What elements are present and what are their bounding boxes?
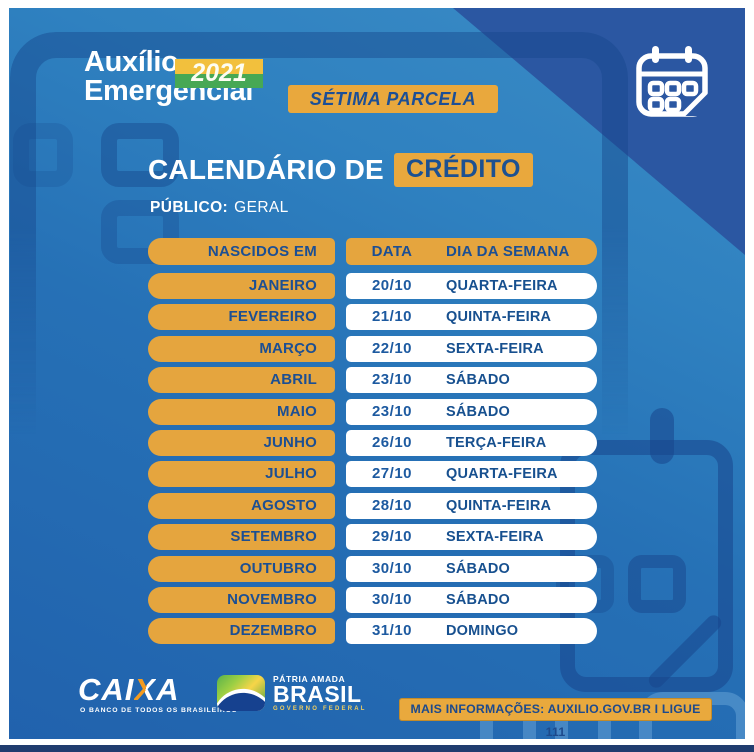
year-badge: 2021 xyxy=(175,59,263,88)
month-cell: JANEIRO xyxy=(148,273,335,299)
gov-line1: PÁTRIA AMADA xyxy=(273,674,346,684)
date-value: 28/10 xyxy=(371,496,413,514)
date-value: 21/10 xyxy=(371,308,413,326)
weekday-value: DOMINGO xyxy=(446,623,519,640)
page-title: CALENDÁRIO DE CRÉDITO xyxy=(148,153,533,187)
table-row: NOVEMBRO 30/10 SÁBADO xyxy=(148,586,597,613)
month-cell: MARÇO xyxy=(148,335,335,362)
month-cell: OUTUBRO xyxy=(148,555,335,582)
calendar-icon xyxy=(636,46,708,117)
header-data: DATA xyxy=(371,243,413,260)
table-row: JULHO 27/10 QUARTA-FEIRA xyxy=(148,461,597,488)
date-value: 30/10 xyxy=(371,559,413,577)
gov-line2: BRASIL xyxy=(273,681,362,707)
credit-calendar-table: NASCIDOS EM DATA DIA DA SEMANA JANEIRO 2… xyxy=(148,238,597,650)
month-cell: JUNHO xyxy=(148,429,335,456)
table-row: AGOSTO 28/10 QUINTA-FEIRA xyxy=(148,492,597,519)
caixa-tagline: O BANCO DE TODOS OS BRASILEIROS xyxy=(80,707,238,714)
parcel-badge: SÉTIMA PARCELA xyxy=(288,85,498,113)
brasil-flag-icon xyxy=(217,675,265,711)
month-cell: FEVEREIRO xyxy=(148,304,335,331)
date-value: 26/10 xyxy=(371,433,413,451)
table-rows: JANEIRO 20/10 QUARTA-FEIRA FEVEREIRO 21/… xyxy=(148,273,597,645)
header-data-dia: DATA DIA DA SEMANA xyxy=(346,238,597,265)
calendar-square-decoration xyxy=(101,123,179,187)
table-row: SETEMBRO 29/10 SEXTA-FEIRA xyxy=(148,524,597,551)
date-value: 29/10 xyxy=(371,528,413,546)
caixa-part1: CAI xyxy=(78,672,135,707)
month-cell: NOVEMBRO xyxy=(148,586,335,613)
title-highlight: CRÉDITO xyxy=(393,153,533,187)
more-info-bar: MAIS INFORMAÇÕES: AUXILIO.GOV.BR I LIGUE… xyxy=(399,698,712,739)
date-weekday-cell: 22/10 SEXTA-FEIRA xyxy=(346,335,597,362)
calendar-square-decoration xyxy=(13,123,73,187)
date-weekday-cell: 30/10 SÁBADO xyxy=(346,586,597,613)
weekday-value: SÁBADO xyxy=(446,403,511,420)
title-prefix: CALENDÁRIO DE xyxy=(148,154,384,185)
audience-label: PÚBLICO: xyxy=(150,199,229,216)
date-weekday-cell: 28/10 QUINTA-FEIRA xyxy=(346,492,597,519)
gov-line3: GOVERNO FEDERAL xyxy=(273,706,367,712)
date-weekday-cell: 23/10 SÁBADO xyxy=(346,398,597,425)
month-cell: DEZEMBRO xyxy=(148,618,335,645)
calendar-square-decoration xyxy=(628,555,686,613)
table-row: MAIO 23/10 SÁBADO xyxy=(148,398,597,425)
date-weekday-cell: 31/10 DOMINGO xyxy=(346,618,597,645)
audience-value: GERAL xyxy=(234,199,289,216)
calendar-hanger-decoration xyxy=(650,408,674,464)
date-value: 31/10 xyxy=(371,622,413,640)
month-cell: JULHO xyxy=(148,461,335,488)
weekday-value: SÁBADO xyxy=(446,560,511,577)
brand-line1: Auxílio xyxy=(84,46,179,78)
weekday-value: QUARTA-FEIRA xyxy=(446,466,558,483)
date-value: 20/10 xyxy=(371,277,413,294)
table-row: JANEIRO 20/10 QUARTA-FEIRA xyxy=(148,273,597,299)
gov-text-block: PÁTRIA AMADA BRASIL GOVERNO FEDERAL xyxy=(273,674,367,712)
date-weekday-cell: 21/10 QUINTA-FEIRA xyxy=(346,304,597,331)
caixa-wordmark: CAIXA xyxy=(78,674,237,705)
table-row: OUTUBRO 30/10 SÁBADO xyxy=(148,555,597,582)
date-value: 23/10 xyxy=(371,402,413,420)
weekday-value: SEXTA-FEIRA xyxy=(446,529,544,546)
month-cell: AGOSTO xyxy=(148,492,335,519)
weekday-value: SÁBADO xyxy=(446,591,511,608)
table-row: DEZEMBRO 31/10 DOMINGO xyxy=(148,618,597,645)
date-weekday-cell: 29/10 SEXTA-FEIRA xyxy=(346,524,597,551)
date-weekday-cell: 30/10 SÁBADO xyxy=(346,555,597,582)
brasil-government-logo: PÁTRIA AMADA BRASIL GOVERNO FEDERAL xyxy=(217,674,367,712)
date-value: 30/10 xyxy=(371,590,413,608)
table-row: MARÇO 22/10 SEXTA-FEIRA xyxy=(148,335,597,362)
date-weekday-cell: 27/10 QUARTA-FEIRA xyxy=(346,461,597,488)
audience-line: PÚBLICO: GERAL xyxy=(150,199,289,217)
table-row: JUNHO 26/10 TERÇA-FEIRA xyxy=(148,429,597,456)
caixa-part2: A xyxy=(156,672,180,707)
header-nascidos-em: NASCIDOS EM xyxy=(148,238,335,265)
caixa-logo: CAIXA O BANCO DE TODOS OS BRASILEIROS xyxy=(78,674,237,714)
month-cell: ABRIL xyxy=(148,367,335,394)
header-dia-da-semana: DIA DA SEMANA xyxy=(446,243,570,260)
bottom-strip xyxy=(0,745,754,752)
weekday-value: QUINTA-FEIRA xyxy=(446,497,552,514)
weekday-value: QUINTA-FEIRA xyxy=(446,309,552,326)
weekday-value: TERÇA-FEIRA xyxy=(446,434,547,451)
date-weekday-cell: 26/10 TERÇA-FEIRA xyxy=(346,429,597,456)
date-value: 22/10 xyxy=(371,339,413,357)
date-weekday-cell: 20/10 QUARTA-FEIRA xyxy=(346,273,597,299)
weekday-value: QUARTA-FEIRA xyxy=(446,278,558,294)
date-value: 23/10 xyxy=(371,371,413,389)
weekday-value: SEXTA-FEIRA xyxy=(446,340,544,357)
weekday-value: SÁBADO xyxy=(446,372,511,389)
table-row: FEVEREIRO 21/10 QUINTA-FEIRA xyxy=(148,304,597,331)
month-cell: SETEMBRO xyxy=(148,524,335,551)
table-row: ABRIL 23/10 SÁBADO xyxy=(148,367,597,394)
month-cell: MAIO xyxy=(148,398,335,425)
caixa-x: X xyxy=(134,672,157,707)
date-value: 27/10 xyxy=(371,465,413,483)
table-header-row: NASCIDOS EM DATA DIA DA SEMANA xyxy=(148,238,597,265)
date-weekday-cell: 23/10 SÁBADO xyxy=(346,367,597,394)
